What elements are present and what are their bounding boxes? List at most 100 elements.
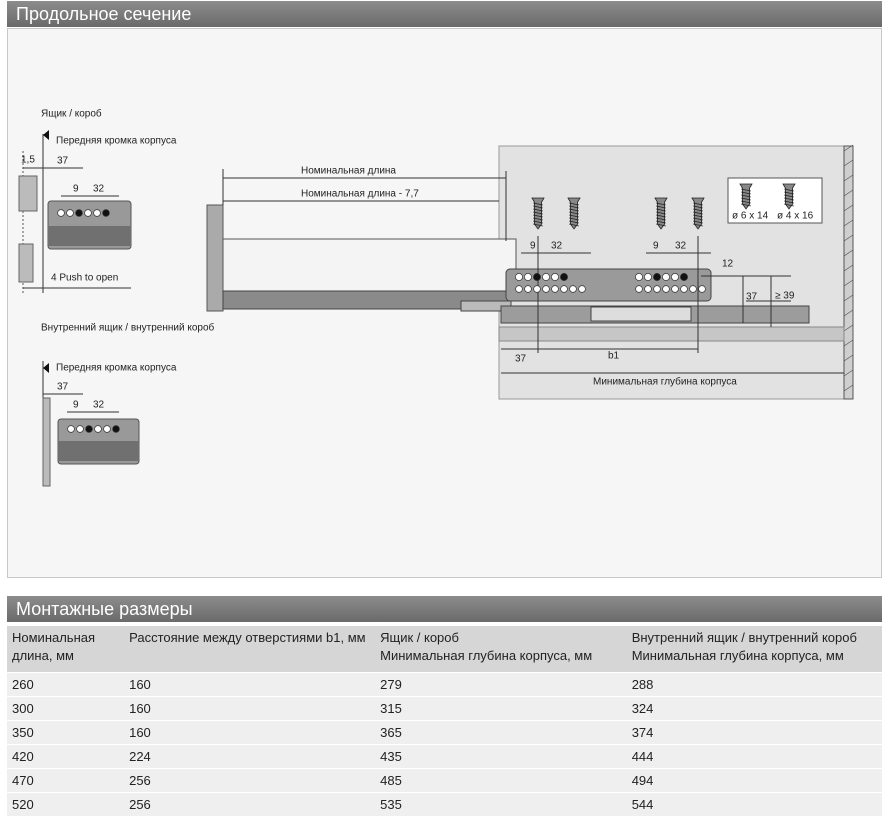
hole-filled	[75, 209, 83, 217]
screw-thread	[693, 208, 703, 212]
drawing-shape	[43, 130, 49, 140]
screw-thread	[693, 211, 703, 215]
header-text: длина, мм	[12, 648, 74, 663]
table-cell: 420	[7, 744, 125, 769]
hole	[635, 285, 643, 293]
screw-thread	[741, 200, 751, 204]
screw-thread	[569, 205, 579, 209]
label: Номинальная длина	[301, 166, 396, 177]
hole	[689, 285, 697, 293]
hole	[524, 273, 532, 281]
label: Передняя кромка корпуса	[56, 136, 177, 147]
hole-filled	[680, 273, 688, 281]
hole	[84, 209, 92, 217]
hole-filled	[112, 425, 120, 433]
hole	[515, 273, 523, 281]
header-text: Расстояние между отверстиями b1, мм	[129, 630, 366, 645]
screw-thread	[656, 220, 666, 224]
table-cell: 435	[375, 744, 627, 769]
drawing-shape	[498, 326, 845, 342]
table-cell: 324	[626, 696, 882, 721]
hole	[94, 425, 102, 433]
section-header: Продольное сечение	[7, 1, 882, 27]
hole	[67, 425, 75, 433]
hole	[103, 425, 111, 433]
screw-thread	[533, 211, 543, 215]
drawing-shape	[843, 144, 854, 392]
screw-thread	[741, 197, 751, 201]
screw-thread	[656, 214, 666, 218]
hole	[671, 273, 679, 281]
drawing-shape	[843, 145, 854, 400]
label: 9	[653, 241, 659, 252]
hole-filled	[653, 273, 661, 281]
drawing-shape	[18, 243, 34, 283]
mounting-table: Номинальная длина, мм Расстояние между отв…	[7, 626, 882, 816]
screw-thread	[533, 223, 543, 227]
label: 9	[73, 184, 79, 195]
screw-thread	[569, 223, 579, 227]
hole	[662, 273, 670, 281]
label: 37	[57, 382, 69, 393]
label: 37	[746, 292, 758, 303]
screw-thread	[741, 191, 751, 195]
label: 4 Push to open	[51, 273, 118, 284]
hole	[569, 285, 577, 293]
hole	[560, 285, 568, 293]
screw-thread	[784, 194, 794, 198]
table-cell: 520	[7, 792, 125, 816]
column-header: Номинальная длина, мм	[7, 626, 125, 673]
label: 37	[57, 156, 69, 167]
screw-thread	[741, 203, 751, 207]
screw-thread	[693, 202, 703, 206]
label: Ящик / короб	[41, 108, 102, 120]
screw-thread	[533, 202, 543, 206]
hole-filled	[85, 425, 93, 433]
screw-thread	[741, 194, 751, 198]
hole	[653, 285, 661, 293]
screw-thread	[656, 217, 666, 221]
screw-thread	[569, 211, 579, 215]
hole-filled	[533, 273, 541, 281]
screw-thread	[656, 211, 666, 215]
screw-thread	[533, 217, 543, 221]
drawing-shape	[58, 441, 139, 461]
table-cell: 160	[124, 720, 376, 745]
label: 9	[73, 400, 79, 411]
screw-thread	[569, 202, 579, 206]
screw-thread	[569, 208, 579, 212]
label: Минимальная глубина корпуса	[593, 376, 737, 388]
hole	[578, 285, 586, 293]
table-cell: 374	[626, 720, 882, 745]
table-cell: 544	[626, 792, 882, 816]
hole	[93, 209, 101, 217]
label: Внутренний ящик / внутренний короб	[41, 322, 215, 334]
table-cell: 444	[626, 744, 882, 769]
table-cell: 485	[375, 768, 627, 793]
label: 12	[722, 259, 734, 270]
screws	[531, 183, 796, 230]
drawing-shape	[48, 226, 131, 246]
table-row: 300 160 315 324	[7, 696, 882, 721]
screw-thread	[533, 208, 543, 212]
label: ≥ 39	[775, 291, 795, 302]
table-cell: 535	[375, 792, 627, 816]
screw-thread	[693, 214, 703, 218]
table-cell: 315	[375, 696, 627, 721]
screw-thread	[533, 205, 543, 209]
screw-thread	[784, 197, 794, 201]
label: 32	[93, 400, 105, 411]
header-text: Ящик / короб	[380, 630, 459, 645]
screw-thread	[656, 202, 666, 206]
table-cell: 260	[7, 672, 125, 697]
header-text: Минимальная глубина корпуса, мм	[380, 648, 593, 663]
drawing-panel: Ящик / короб Передняя кромка корпуса 1,5…	[7, 28, 882, 578]
label: Номинальная длина - 7,7	[301, 189, 419, 200]
table-cell: 350	[7, 720, 125, 745]
screw-thread	[784, 200, 794, 204]
table-cell: 300	[7, 696, 125, 721]
screw-thread	[693, 220, 703, 224]
label: 37	[515, 354, 527, 365]
